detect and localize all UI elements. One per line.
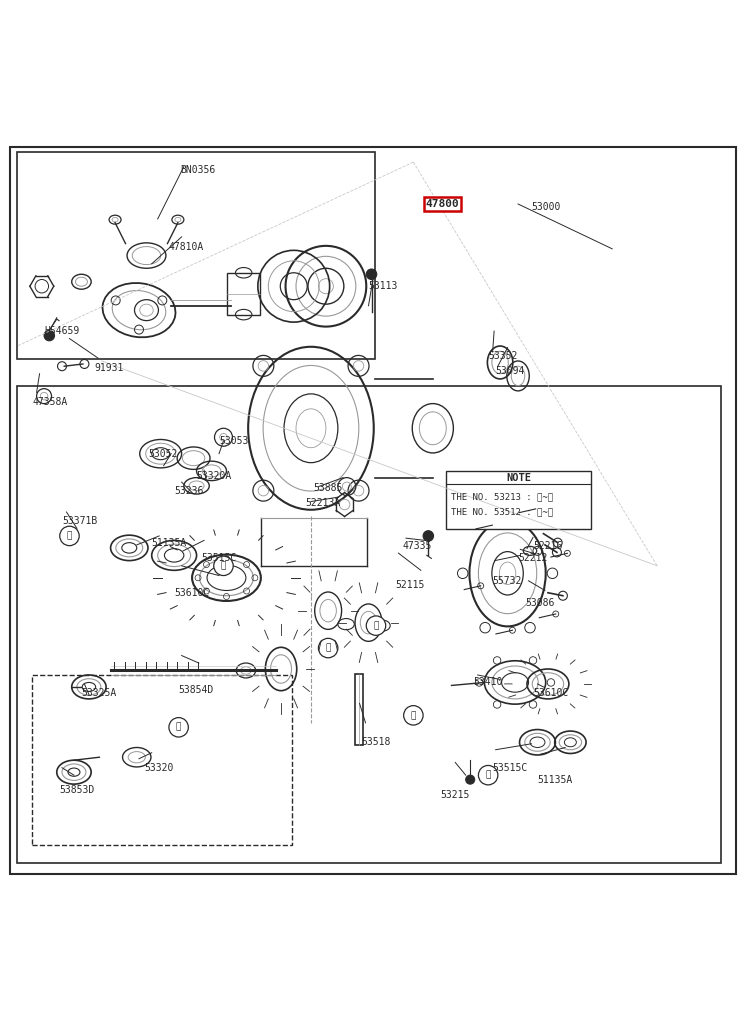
Text: H54659: H54659 [44, 326, 79, 336]
Circle shape [404, 706, 423, 725]
Text: 52212: 52212 [518, 553, 548, 563]
Text: ⑤: ⑤ [410, 711, 416, 720]
Text: 53515C: 53515C [493, 763, 528, 773]
Text: THE NO. 53213 : ①~③: THE NO. 53213 : ①~③ [451, 493, 553, 502]
Circle shape [60, 526, 79, 546]
Circle shape [318, 638, 338, 657]
Bar [446, 471, 591, 529]
Text: 53215: 53215 [440, 790, 470, 800]
Text: 53610C: 53610C [533, 688, 568, 698]
Text: 53610C: 53610C [174, 588, 210, 598]
Bar [17, 152, 374, 359]
Text: 53352: 53352 [488, 351, 518, 361]
Text: 47800: 47800 [425, 199, 459, 209]
Text: 53320A: 53320A [196, 471, 232, 481]
Text: ②: ② [221, 561, 226, 570]
Text: 51135A: 51135A [152, 539, 187, 549]
Text: ①: ① [176, 723, 181, 732]
Circle shape [169, 718, 188, 737]
Text: ④: ④ [326, 643, 331, 652]
Text: 53113: 53113 [369, 282, 398, 291]
Text: 53518: 53518 [361, 737, 390, 748]
Text: 53371B: 53371B [62, 516, 97, 526]
Bar [17, 386, 721, 863]
Circle shape [213, 556, 233, 575]
Text: 52115: 52115 [395, 581, 425, 590]
Text: ⑤: ⑤ [373, 622, 379, 630]
Text: NOTE: NOTE [506, 473, 531, 482]
Bar [227, 272, 260, 314]
Bar [355, 674, 363, 745]
Text: THE NO. 53512 : ④~⑥: THE NO. 53512 : ④~⑥ [451, 508, 553, 516]
Circle shape [466, 775, 475, 784]
Circle shape [423, 530, 434, 541]
Text: 53885: 53885 [313, 483, 342, 494]
Circle shape [366, 615, 386, 635]
Text: 53325A: 53325A [82, 688, 117, 698]
Circle shape [366, 269, 377, 280]
Text: 53853D: 53853D [59, 785, 94, 795]
Text: 52213A: 52213A [306, 498, 341, 508]
Text: BN0356: BN0356 [180, 165, 216, 175]
Text: 55732: 55732 [493, 575, 522, 586]
Text: 53000: 53000 [532, 202, 561, 212]
Text: 52216: 52216 [533, 541, 562, 551]
Text: 47810A: 47810A [169, 242, 204, 252]
Circle shape [479, 766, 498, 784]
Text: 91931: 91931 [94, 364, 124, 374]
Text: 53236: 53236 [174, 486, 204, 496]
Text: 53515C: 53515C [201, 553, 236, 563]
Text: ③: ③ [67, 531, 72, 541]
Text: 53854D: 53854D [178, 685, 214, 695]
Text: 47358A: 47358A [32, 397, 67, 408]
Text: 53094: 53094 [496, 367, 525, 377]
Text: 53086: 53086 [526, 598, 555, 608]
Text: 53052: 53052 [149, 449, 178, 459]
Circle shape [44, 331, 55, 341]
Text: 53410: 53410 [473, 678, 503, 687]
Bar [32, 675, 292, 846]
Text: ⑥: ⑥ [485, 771, 491, 779]
Text: 53053: 53053 [219, 436, 249, 446]
Text: 53320: 53320 [145, 763, 174, 773]
Text: 47335: 47335 [403, 541, 432, 551]
Text: 51135A: 51135A [538, 774, 573, 784]
